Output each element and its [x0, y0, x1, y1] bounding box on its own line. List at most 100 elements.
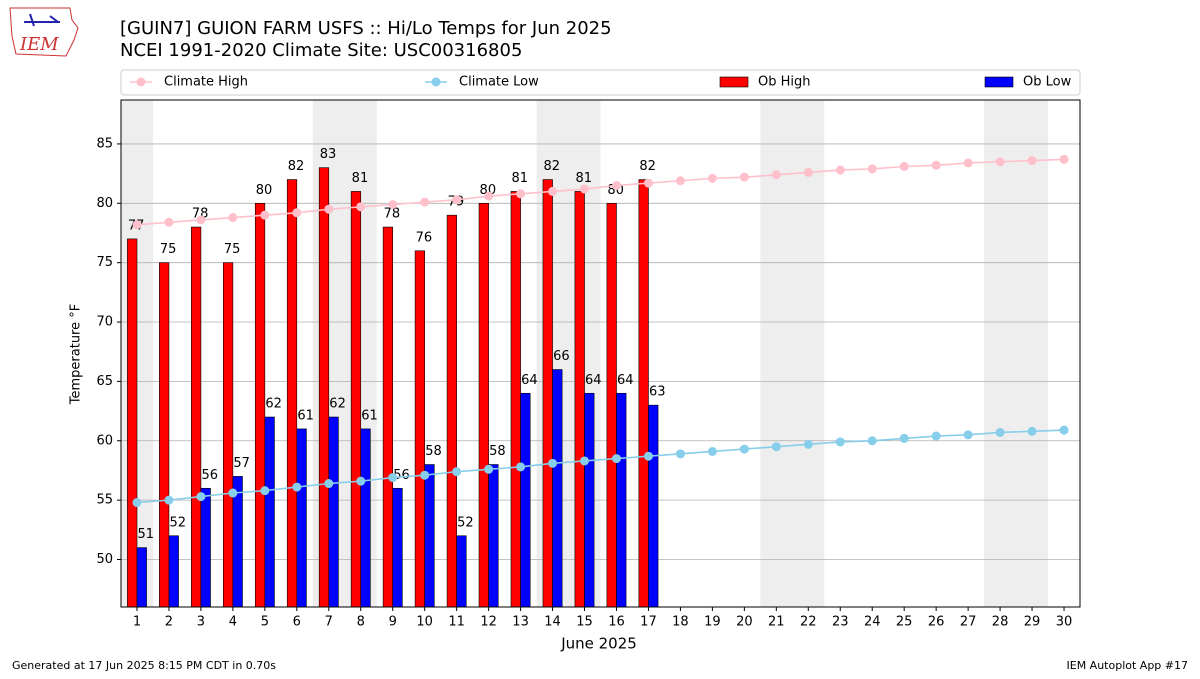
legend-label: Climate Low [459, 75, 539, 90]
data-label: 75 [224, 242, 241, 257]
point [484, 191, 494, 201]
x-tick-label: 3 [197, 615, 205, 630]
y-tick-label: 70 [96, 315, 113, 330]
x-tick-label: 8 [357, 615, 365, 630]
point [356, 476, 366, 486]
point [803, 439, 813, 449]
point [931, 160, 941, 170]
point [899, 161, 909, 171]
x-tick-label: 28 [992, 615, 1009, 630]
bar [648, 404, 659, 608]
point [835, 437, 845, 447]
point [516, 462, 526, 472]
x-tick-label: 14 [544, 615, 561, 630]
data-label: 56 [201, 468, 218, 483]
x-tick-label: 25 [896, 615, 913, 630]
point [1027, 156, 1037, 166]
weekend-band [1016, 100, 1049, 607]
point [675, 449, 685, 459]
legend-marker [136, 77, 146, 87]
bar [360, 428, 371, 608]
legend-marker [431, 77, 441, 87]
data-label: 78 [384, 207, 401, 222]
point [771, 170, 781, 180]
point [739, 172, 749, 182]
y-tick-label: 55 [96, 493, 113, 508]
x-tick-label: 23 [832, 615, 849, 630]
point [292, 208, 302, 218]
point [995, 157, 1005, 167]
point [228, 488, 238, 498]
bar [552, 369, 563, 608]
point [548, 186, 558, 196]
chart-subtitle: NCEI 1991-2020 Climate Site: USC00316805 [120, 40, 522, 61]
point [580, 456, 590, 466]
y-tick-label: 65 [96, 374, 113, 389]
x-tick-label: 6 [293, 615, 301, 630]
point [196, 215, 206, 225]
x-tick-label: 5 [261, 615, 269, 630]
x-tick-label: 13 [512, 615, 529, 630]
x-tick-label: 2 [165, 615, 173, 630]
y-tick-label: 60 [96, 433, 113, 448]
data-label: 82 [288, 159, 305, 174]
bar [424, 464, 435, 608]
footer-right: IEM Autoplot App #17 [1067, 659, 1189, 672]
x-tick-label: 21 [768, 615, 785, 630]
point [260, 486, 270, 496]
data-label: 75 [160, 242, 177, 257]
x-tick-label: 19 [704, 615, 721, 630]
point [1059, 154, 1069, 164]
point [452, 195, 462, 205]
point [196, 492, 206, 502]
logo-text: IEM [19, 34, 59, 55]
x-tick-label: 4 [229, 615, 237, 630]
point [292, 482, 302, 492]
footer-left: Generated at 17 Jun 2025 8:15 PM CDT in … [12, 659, 276, 672]
x-tick-label: 10 [416, 615, 433, 630]
point [963, 430, 973, 440]
bar [127, 238, 138, 608]
point [484, 464, 494, 474]
y-tick-label: 50 [96, 552, 113, 567]
point [420, 470, 430, 480]
data-label: 62 [329, 397, 346, 412]
x-tick-label: 17 [640, 615, 657, 630]
weekend-band [760, 100, 793, 607]
legend-swatch [984, 76, 1014, 88]
x-tick-label: 15 [576, 615, 593, 630]
data-label: 82 [543, 159, 560, 174]
data-label: 83 [320, 147, 337, 162]
data-label: 82 [639, 159, 656, 174]
bar [296, 428, 307, 608]
point [611, 454, 621, 464]
point [388, 199, 398, 209]
point [324, 204, 334, 214]
data-label: 52 [457, 515, 474, 530]
data-label: 63 [649, 385, 666, 400]
point [803, 167, 813, 177]
x-tick-label: 26 [928, 615, 945, 630]
data-label: 58 [489, 444, 506, 459]
point [164, 495, 174, 505]
bar [456, 535, 467, 608]
bar [328, 416, 339, 608]
bar [488, 464, 499, 608]
point [707, 446, 717, 456]
bar [446, 214, 457, 608]
bar [264, 416, 275, 608]
x-tick-label: 29 [1024, 615, 1041, 630]
x-tick-label: 27 [960, 615, 977, 630]
point [164, 217, 174, 227]
data-label: 81 [512, 171, 529, 186]
point [324, 479, 334, 489]
bar [392, 487, 403, 608]
bar [510, 191, 521, 608]
bar [318, 167, 330, 608]
data-label: 64 [521, 373, 538, 388]
point [643, 451, 653, 461]
data-label: 81 [352, 171, 369, 186]
point [899, 433, 909, 443]
point [580, 184, 590, 194]
